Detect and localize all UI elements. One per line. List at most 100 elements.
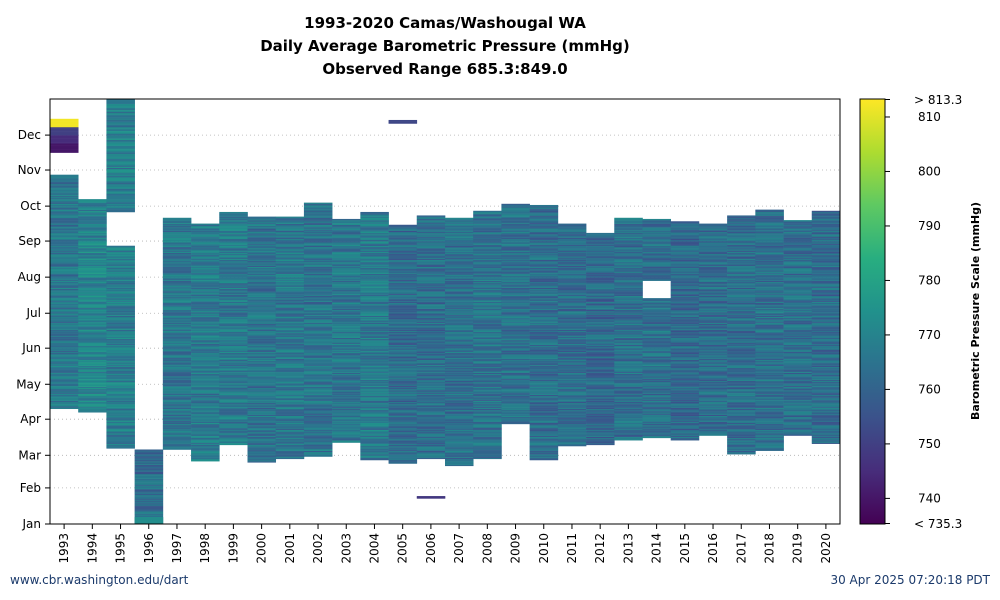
heatmap-cell xyxy=(303,224,333,227)
heatmap-cell xyxy=(698,415,728,418)
heatmap-cell xyxy=(388,462,418,464)
heatmap-cell xyxy=(303,330,333,333)
heatmap-cell xyxy=(191,359,220,362)
heatmap-cell xyxy=(529,269,559,271)
heatmap-cell xyxy=(191,351,220,354)
heatmap-cell xyxy=(247,277,277,279)
heatmap-cell xyxy=(557,425,587,427)
heatmap-cell xyxy=(388,454,418,456)
heatmap-cell xyxy=(727,307,756,309)
heatmap-cell xyxy=(614,367,643,370)
heatmap-cell xyxy=(416,252,446,255)
heatmap-cell xyxy=(332,250,361,252)
heatmap-cell xyxy=(106,281,135,284)
heatmap-cell xyxy=(388,439,418,441)
heatmap-cell xyxy=(247,317,277,320)
heatmap-cell xyxy=(303,244,333,247)
heatmap-cell xyxy=(445,387,474,390)
heatmap-cell xyxy=(557,429,587,432)
heatmap-cell xyxy=(275,277,305,279)
heatmap-cell xyxy=(586,273,615,276)
heatmap-cell xyxy=(191,256,220,258)
heatmap-cell xyxy=(727,225,756,228)
heatmap-cell xyxy=(191,259,220,262)
heatmap-cell xyxy=(529,437,559,440)
heatmap-cell xyxy=(219,338,248,341)
heatmap-cell xyxy=(275,221,305,223)
heatmap-cell xyxy=(50,322,79,325)
heatmap-cell xyxy=(698,248,728,250)
heatmap-cell xyxy=(388,352,418,355)
heatmap-cell xyxy=(332,407,361,410)
heatmap-cell xyxy=(473,314,502,316)
heatmap-cell xyxy=(529,409,559,412)
heatmap-cell xyxy=(360,366,389,369)
heatmap-cell xyxy=(727,360,756,363)
heatmap-cell xyxy=(388,360,418,363)
heatmap-cell xyxy=(445,449,474,451)
heatmap-cell xyxy=(275,229,305,231)
heatmap-cell xyxy=(247,356,277,358)
heatmap-cell xyxy=(303,232,333,235)
heatmap-cell xyxy=(473,218,502,221)
heatmap-cell xyxy=(303,314,333,316)
heatmap-cell xyxy=(445,402,474,405)
heatmap-cell xyxy=(162,397,192,399)
heatmap-cell xyxy=(78,404,107,406)
heatmap-cell xyxy=(106,249,135,251)
heatmap-cell xyxy=(191,260,220,263)
heatmap-cell xyxy=(642,385,672,387)
heatmap-cell xyxy=(303,419,333,421)
heatmap-cell xyxy=(557,303,587,306)
heatmap-cell xyxy=(50,397,79,399)
heatmap-cell xyxy=(50,209,79,212)
heatmap-cell xyxy=(275,418,305,420)
heatmap-cell xyxy=(698,335,728,337)
heatmap-cell xyxy=(247,388,277,391)
heatmap-cell xyxy=(727,333,756,335)
heatmap-cell xyxy=(557,269,587,271)
heatmap-cell xyxy=(275,293,305,295)
heatmap-cell xyxy=(727,378,756,380)
heatmap-cell xyxy=(586,282,615,285)
heatmap-cell xyxy=(360,456,389,458)
heatmap-cell xyxy=(191,324,220,327)
heatmap-cell xyxy=(247,450,277,453)
heatmap-cell xyxy=(670,267,700,270)
heatmap-cell xyxy=(50,334,79,336)
heatmap-cell xyxy=(445,242,474,244)
heatmap-cell xyxy=(247,225,277,228)
heatmap-cell xyxy=(50,351,79,354)
heatmap-cell xyxy=(50,256,79,258)
heatmap-cell xyxy=(416,358,446,361)
heatmap-cell xyxy=(557,312,587,314)
heatmap-cell xyxy=(501,287,530,290)
heatmap-cell xyxy=(191,381,220,384)
heatmap-cell xyxy=(501,394,530,397)
heatmap-cell xyxy=(586,404,615,406)
heatmap-cell xyxy=(332,414,361,417)
heatmap-cell xyxy=(332,320,361,322)
heatmap-cell xyxy=(501,381,530,384)
heatmap-cell xyxy=(162,264,192,266)
heatmap-cell xyxy=(529,366,559,369)
heatmap-cell xyxy=(191,452,220,455)
heatmap-cell xyxy=(445,374,474,377)
heatmap-cell xyxy=(303,313,333,315)
heatmap-cell xyxy=(332,271,361,273)
heatmap-cell xyxy=(191,365,220,368)
heatmap-cell xyxy=(78,379,107,382)
heatmap-cell xyxy=(642,342,672,344)
heatmap-cell xyxy=(332,333,361,335)
heatmap-cell xyxy=(698,381,728,384)
heatmap-cell xyxy=(360,256,389,258)
heatmap-cell xyxy=(106,434,135,436)
heatmap-cell xyxy=(416,335,446,337)
heatmap-cell xyxy=(727,315,756,318)
heatmap-cell xyxy=(416,404,446,406)
heatmap-cell xyxy=(50,374,79,377)
heatmap-cell xyxy=(670,331,700,334)
heatmap-cell xyxy=(727,295,756,298)
heatmap-cell xyxy=(134,480,164,483)
heatmap-cell xyxy=(78,330,107,333)
